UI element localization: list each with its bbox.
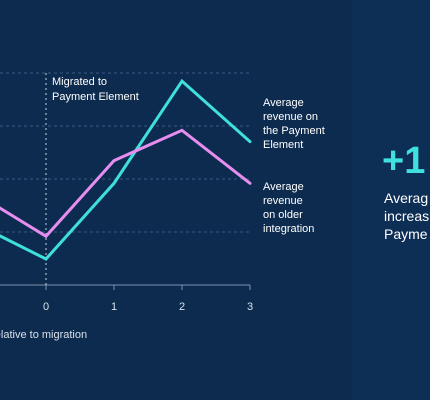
series-label-text: Average	[263, 97, 304, 109]
stat-caption: Averag increas Payme	[384, 189, 430, 243]
stat-panel: +1 Averag increas Payme	[352, 0, 430, 400]
stat-caption-line: Payme	[384, 226, 428, 242]
series-label-text: revenue	[263, 195, 303, 207]
series-label-text: on older	[263, 209, 303, 221]
series-label-text: the Payment	[263, 125, 325, 137]
x-tick-label: 2	[179, 301, 185, 313]
x-tick-label: 3	[247, 301, 253, 313]
series-label-text: Average	[263, 181, 304, 193]
stat-caption-line: Averag	[384, 190, 429, 206]
x-axis-label: Months relative to migration	[0, 329, 87, 341]
line-chart: 0 1 2 3 Migrated to Payment Element Average rev…	[0, 72, 325, 341]
stat-caption-line: increas	[384, 208, 430, 224]
series-line-older-integration	[0, 128, 252, 239]
series-label-text: integration	[263, 223, 314, 235]
migration-annotation-text: Payment Element	[52, 91, 139, 103]
stat-value: +1	[382, 140, 426, 182]
series-label-text: Element	[263, 139, 303, 151]
series-label-text: revenue on	[263, 111, 318, 123]
x-tick-label: 1	[111, 301, 117, 313]
series-line-payment-element	[0, 78, 252, 261]
migration-annotation-text: Migrated to	[52, 76, 107, 88]
x-tick-label: 0	[43, 301, 49, 313]
